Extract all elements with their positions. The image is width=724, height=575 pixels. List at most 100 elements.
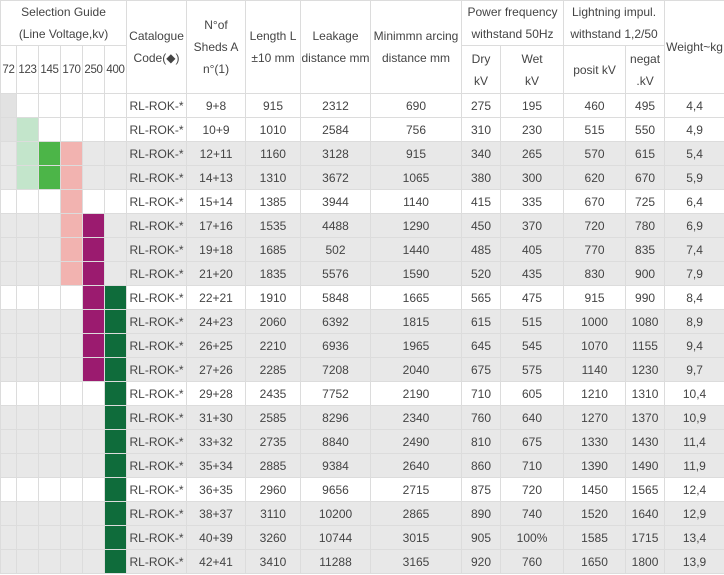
table-cell: 890	[461, 501, 502, 526]
table-cell: 10200	[300, 501, 372, 526]
table-cell: 24+23	[186, 309, 247, 334]
table-cell: RL-ROK-*	[126, 429, 188, 454]
table-cell: 515	[563, 117, 627, 142]
table-cell: 740	[500, 501, 565, 526]
table-cell: 3260	[245, 525, 302, 550]
selection-cell	[16, 453, 39, 478]
table-cell: RL-ROK-*	[126, 213, 188, 238]
selection-cell	[103, 141, 128, 166]
table-cell: RL-ROK-*	[126, 549, 188, 574]
table-row: RL-ROK-* 26+25 2210 6936 1965 645 545 1070 1155 9…	[0, 333, 724, 358]
selection-cell	[16, 381, 39, 406]
table-cell: 38+37	[186, 501, 247, 526]
selection-cell	[0, 477, 17, 502]
selection-cell	[38, 117, 61, 142]
table-cell: 33+32	[186, 429, 247, 454]
selection-cell	[82, 429, 105, 454]
table-cell: 780	[625, 213, 666, 238]
table-cell: 575	[500, 357, 565, 382]
selection-cell	[103, 477, 128, 502]
table-cell: 380	[461, 165, 502, 190]
table-cell: 570	[563, 141, 627, 166]
header-line: kV	[474, 73, 489, 88]
table-cell: 5,4	[664, 141, 724, 166]
table-cell: 770	[563, 237, 627, 262]
table-cell: 615	[461, 309, 502, 334]
table-cell: 10,4	[664, 381, 724, 406]
selection-cell	[0, 237, 17, 262]
table-cell: 1270	[563, 405, 627, 430]
selection-cell	[0, 117, 17, 142]
table-row: RL-ROK-* 9+8 915 2312 690 275 195 460 495 4,4	[0, 93, 724, 118]
selection-cell	[16, 333, 39, 358]
selection-cell	[38, 381, 61, 406]
selection-cell	[60, 525, 83, 550]
selection-cell	[38, 141, 61, 166]
table-cell: 1140	[370, 189, 463, 214]
selection-cell	[16, 213, 39, 238]
table-cell: 1310	[245, 165, 302, 190]
table-cell: 710	[500, 453, 565, 478]
selection-cell	[38, 501, 61, 526]
table-cell: 2210	[245, 333, 302, 358]
table-cell: 9,7	[664, 357, 724, 382]
table-cell: 915	[563, 285, 627, 310]
table-cell: 2585	[245, 405, 302, 430]
table-cell: 690	[370, 93, 463, 118]
selection-cell	[103, 309, 128, 334]
selection-cell	[16, 237, 39, 262]
table-cell: RL-ROK-*	[126, 357, 188, 382]
table-cell: 1310	[625, 381, 666, 406]
selection-cell	[0, 213, 17, 238]
table-cell: 3672	[300, 165, 372, 190]
selection-cell	[60, 117, 83, 142]
header-cell: Minimmn arcing distance mm	[370, 0, 463, 94]
selection-cell	[103, 165, 128, 190]
header-line: N°of	[204, 18, 228, 32]
table-cell: 5,9	[664, 165, 724, 190]
table-cell: RL-ROK-*	[126, 285, 188, 310]
table-cell: 230	[500, 117, 565, 142]
table-row: RL-ROK-* 38+37 3110 10200 2865 890 740 1520 1640…	[0, 501, 724, 526]
table-cell: 1000	[563, 309, 627, 334]
table-cell: 1210	[563, 381, 627, 406]
table-cell: 1490	[625, 453, 666, 478]
selection-cell	[16, 549, 39, 574]
header-cell: posit kV	[563, 45, 627, 94]
table-row: RL-ROK-* 14+13 1310 3672 1065 380 300 620 670 5,9	[0, 165, 724, 190]
table-cell: 12,4	[664, 477, 724, 502]
table-cell: 495	[625, 93, 666, 118]
selection-cell	[38, 357, 61, 382]
table-cell: 835	[625, 237, 666, 262]
table-cell: 435	[500, 261, 565, 286]
table-cell: 2960	[245, 477, 302, 502]
table-cell: 275	[461, 93, 502, 118]
selection-cell	[0, 549, 17, 574]
table-cell: 3410	[245, 549, 302, 574]
table-cell: 1800	[625, 549, 666, 574]
table-cell: 1065	[370, 165, 463, 190]
header-line: Dry	[471, 51, 491, 66]
table-cell: 720	[500, 477, 565, 502]
table-cell: 2285	[245, 357, 302, 382]
header-line: Leakage	[312, 29, 359, 43]
table-cell: 2865	[370, 501, 463, 526]
table-cell: 10+9	[186, 117, 247, 142]
table-cell: 990	[625, 285, 666, 310]
table-cell: 22+21	[186, 285, 247, 310]
table-cell: 29+28	[186, 381, 247, 406]
header-cell: Lightning impul. withstand 1,2/50	[563, 0, 666, 46]
table-cell: 1715	[625, 525, 666, 550]
table-cell: 450	[461, 213, 502, 238]
table-cell: 14+13	[186, 165, 247, 190]
table-cell: 1230	[625, 357, 666, 382]
table-cell: RL-ROK-*	[126, 405, 188, 430]
table-cell: 265	[500, 141, 565, 166]
table-cell: RL-ROK-*	[126, 261, 188, 286]
table-cell: 8,4	[664, 285, 724, 310]
selection-cell	[60, 453, 83, 478]
selection-cell	[60, 285, 83, 310]
table-cell: 7,9	[664, 261, 724, 286]
table-cell: 340	[461, 141, 502, 166]
